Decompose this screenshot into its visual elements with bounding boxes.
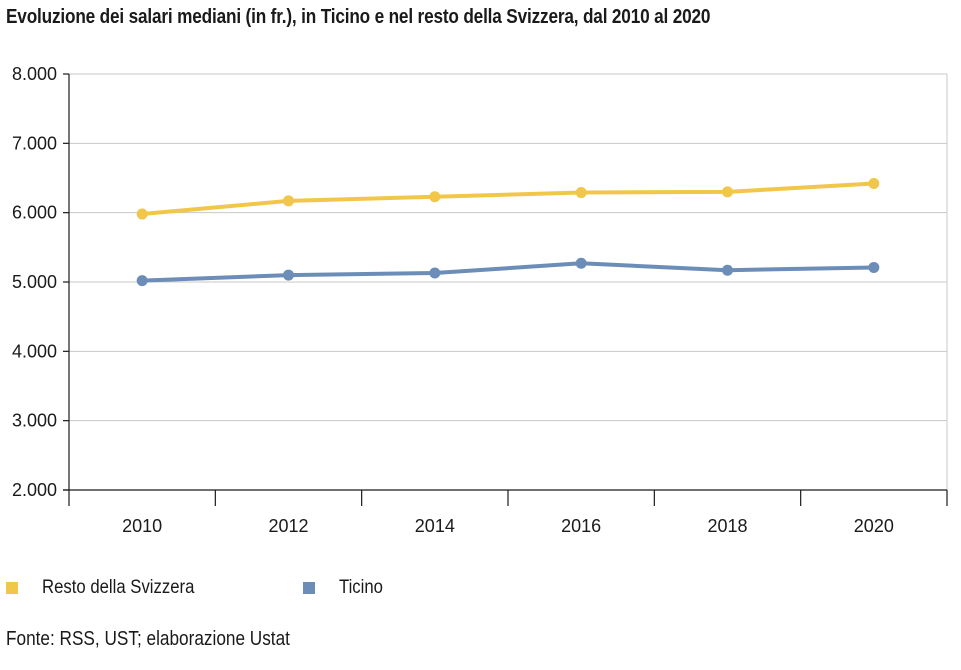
- data-point-resto: [868, 178, 880, 190]
- y-tick-label: 3.000: [12, 411, 57, 431]
- legend-item-ticino: Ticino: [303, 577, 389, 599]
- legend-item-resto: Resto della Svizzera: [6, 577, 215, 599]
- legend-label-ticino: Ticino: [339, 577, 383, 598]
- series-lines: [136, 178, 880, 287]
- legend-label-resto: Resto della Svizzera: [42, 577, 195, 598]
- data-point-resto: [575, 187, 587, 199]
- legend-swatch-resto: [6, 582, 18, 594]
- data-point-ticino: [136, 275, 148, 287]
- x-tick-label: 2010: [122, 516, 162, 536]
- y-tick-label: 4.000: [12, 341, 57, 361]
- data-point-resto: [429, 191, 441, 203]
- series-line-ticino: [142, 261, 874, 283]
- x-tick-label: 2018: [707, 516, 747, 536]
- y-tick-label: 6.000: [12, 203, 57, 223]
- data-point-resto: [283, 195, 294, 207]
- axes: [63, 73, 948, 506]
- series-line-resto: [141, 181, 874, 217]
- legend-swatch-ticino: [303, 582, 315, 594]
- y-tick-label: 5.000: [12, 272, 57, 292]
- data-point-resto: [136, 208, 148, 220]
- y-tick-label: 8.000: [12, 64, 57, 84]
- x-tick-label: 2020: [854, 516, 894, 536]
- data-point-ticino: [868, 261, 880, 273]
- data-point-ticino: [575, 257, 587, 269]
- x-tick-label: 2012: [268, 516, 308, 536]
- source-note: Fonte: RSS, UST; elaborazione Ustat: [6, 628, 290, 650]
- x-tick-label: 2016: [561, 516, 601, 536]
- y-tick-label: 7.000: [12, 133, 57, 153]
- chart-title: Evoluzione dei salari mediani (in fr.), …: [6, 6, 711, 28]
- data-point-ticino: [283, 269, 294, 281]
- gridlines: [69, 73, 948, 490]
- data-point-ticino: [429, 267, 441, 279]
- data-point-ticino: [722, 264, 733, 276]
- x-tick-label: 2014: [415, 516, 455, 536]
- tick-labels: 2.000 3.000 4.000 5.000 6.000 7.000 8.000 2010 2…: [12, 64, 894, 536]
- data-point-resto: [722, 186, 733, 198]
- y-tick-label: 2.000: [12, 480, 57, 500]
